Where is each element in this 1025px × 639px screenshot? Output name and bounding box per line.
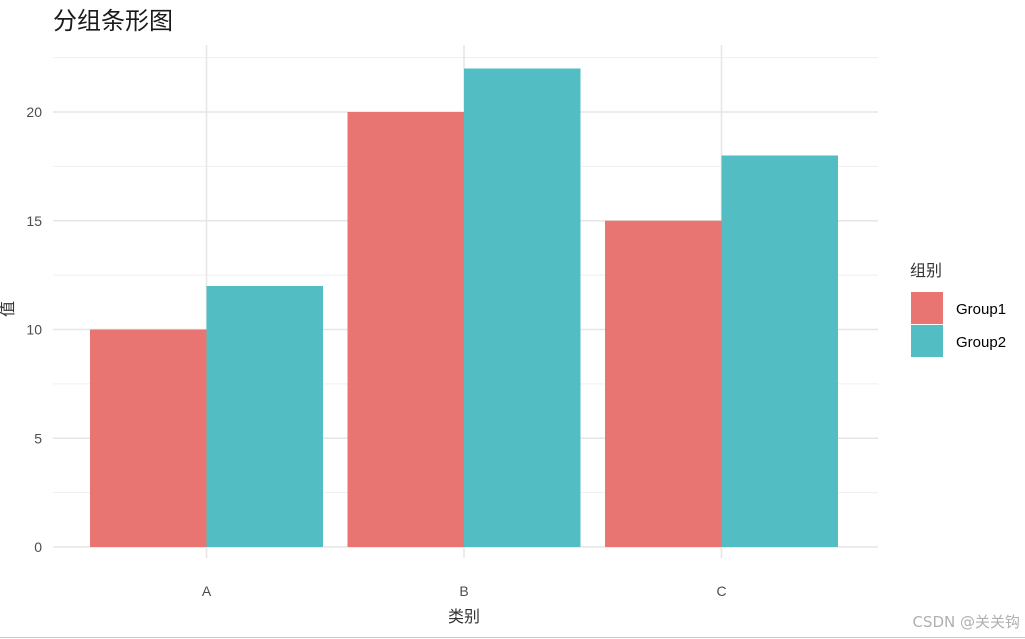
bar-B-Group2 — [464, 68, 581, 547]
legend-label-Group1: Group1 — [956, 301, 1006, 318]
bar-A-Group1 — [90, 329, 207, 547]
bars — [90, 68, 838, 547]
watermark: CSDN @关关钩 — [912, 613, 1020, 631]
y-tick-labels: 0 5 10 15 20 — [26, 104, 42, 555]
bar-B-Group1 — [347, 112, 464, 547]
x-tick-label: A — [202, 583, 212, 599]
bar-C-Group1 — [605, 220, 722, 547]
legend-key-Group1 — [911, 292, 943, 324]
legend-title: 组别 — [910, 261, 942, 280]
y-tick-label: 15 — [26, 213, 42, 229]
bottom-rule — [0, 637, 1025, 638]
legend-label-Group2: Group2 — [956, 334, 1006, 351]
x-axis-title: 类别 — [448, 607, 480, 626]
legend: Group1 Group2 — [911, 292, 1006, 357]
chart-title: 分组条形图 — [53, 7, 173, 35]
x-tick-labels: A B C — [202, 583, 727, 599]
y-axis-title: 值 — [0, 301, 17, 317]
bar-A-Group2 — [206, 286, 323, 547]
y-tick-label: 20 — [26, 104, 42, 120]
y-tick-label: 5 — [34, 430, 42, 446]
legend-key-Group2 — [911, 325, 943, 357]
x-tick-label: C — [716, 583, 726, 599]
y-tick-label: 10 — [26, 322, 42, 338]
x-tick-label: B — [459, 583, 468, 599]
bar-C-Group2 — [721, 155, 838, 547]
y-tick-label: 0 — [34, 539, 42, 555]
